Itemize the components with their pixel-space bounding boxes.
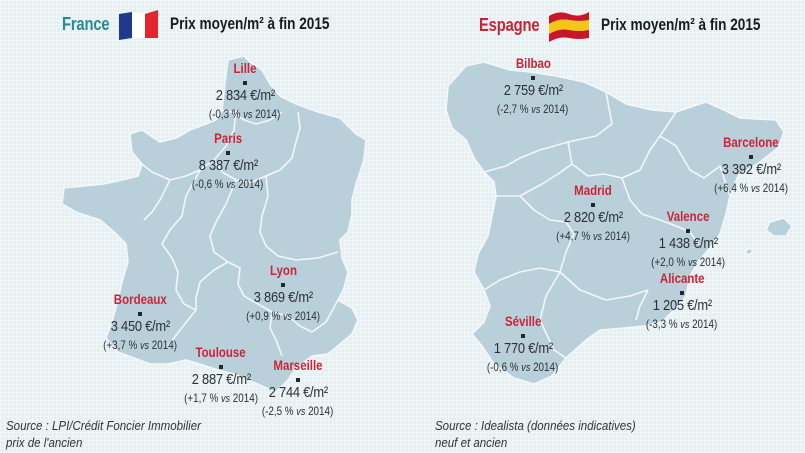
spain-title: Espagne <box>479 14 540 35</box>
city-marker <box>749 155 753 159</box>
city-price: 8 387 €/m² <box>198 157 258 174</box>
city-name: Paris <box>213 130 243 146</box>
city-marker <box>219 365 223 369</box>
city-marker <box>243 81 247 85</box>
spain-subtitle: Prix moyen/m² à fin 2015 <box>600 15 761 34</box>
spain-source-line1: Source : Idealista (données indicatives) <box>435 419 636 433</box>
city-name: Lyon <box>269 262 297 278</box>
city-name: Bordeaux <box>113 291 167 307</box>
city-name: Toulouse <box>195 344 247 360</box>
city-change: (+3,7 % vs 2014) <box>103 338 177 352</box>
city-change: (+1,7 % vs 2014) <box>184 391 258 405</box>
city-marker <box>591 203 595 207</box>
city-alicante: Alicante 1 205 €/m² (-3,3 % vs 2014) <box>602 270 762 333</box>
city-price: 2 759 €/m² <box>503 82 563 99</box>
city-valence: Valence 1 438 €/m² (+2,0 % vs 2014) <box>608 208 768 271</box>
city-toulouse: Toulouse 2 887 €/m² (+1,7 % vs 2014) <box>141 344 301 407</box>
city-change: (+6,4 % vs 2014) <box>714 181 788 195</box>
city-marker <box>521 334 525 338</box>
city-marker <box>138 312 142 316</box>
city-marker <box>226 151 230 155</box>
city-price: 3 869 €/m² <box>253 289 313 306</box>
city-name: Valence <box>666 208 710 224</box>
city-price: 3 392 €/m² <box>721 161 781 178</box>
city-change: (+2,0 % vs 2014) <box>651 255 725 269</box>
city-price: 2 820 €/m² <box>563 209 623 226</box>
france-source-line1: Source : LPI/Crédit Foncier Immobilier <box>6 419 201 433</box>
city-marker <box>680 291 684 295</box>
city-name: Alicante <box>659 270 705 286</box>
city-price: 3 450 €/m² <box>110 318 170 335</box>
city-change: (+0,9 % vs 2014) <box>246 309 320 323</box>
city-lyon: Lyon 3 869 €/m² (+0,9 % vs 2014) <box>203 262 363 325</box>
city-price: 2 887 €/m² <box>191 371 251 388</box>
city-price: 1 770 €/m² <box>493 340 553 357</box>
city-change: (-3,3 % vs 2014) <box>646 317 718 331</box>
city-change: (-2,7 % vs 2014) <box>497 102 569 116</box>
city-marker <box>686 229 690 233</box>
city-name: Bilbao <box>515 55 551 71</box>
city-seville: Séville 1 770 €/m² (-0,6 % vs 2014) <box>443 313 603 376</box>
city-marker <box>531 76 535 80</box>
france-subtitle: Prix moyen/m² à fin 2015 <box>169 14 330 33</box>
city-paris: Paris 8 387 €/m² (-0,6 % vs 2014) <box>148 130 308 193</box>
spain-source: Source : Idealista (données indicatives)… <box>435 418 636 452</box>
city-name: Lille <box>233 60 257 76</box>
france-flag-icon <box>118 10 158 40</box>
france-map <box>61 55 367 393</box>
city-name: Séville <box>504 313 542 329</box>
city-price: 1 205 €/m² <box>652 297 712 314</box>
city-marseille: Marseille 2 744 €/m² (-2,5 % vs 2014) <box>218 357 378 420</box>
city-barcelone: Barcelone 3 392 €/m² (+6,4 % vs 2014) <box>671 134 805 197</box>
city-bilbao: Bilbao 2 759 €/m² (-2,7 % vs 2014) <box>453 55 613 118</box>
city-change: (+4,7 % vs 2014) <box>556 229 630 243</box>
city-name: Madrid <box>574 182 612 198</box>
city-marker <box>296 378 300 382</box>
spain-source-line2: neuf et ancien <box>435 436 508 450</box>
spain-header: Espagne Prix moyen/m² à fin 2015 <box>479 8 800 42</box>
city-madrid: Madrid 2 820 €/m² (+4,7 % vs 2014) <box>513 182 673 245</box>
city-name: Barcelone <box>723 134 779 150</box>
city-marker <box>281 283 285 287</box>
city-change: (-0,3 % vs 2014) <box>209 107 281 121</box>
france-header: France Prix moyen/m² à fin 2015 <box>62 8 369 40</box>
spain-map <box>445 61 793 385</box>
city-change: (-0,6 % vs 2014) <box>192 177 264 191</box>
france-source-line2: prix de l'ancien <box>6 436 83 450</box>
city-price: 2 744 €/m² <box>268 384 328 401</box>
city-lille: Lille 2 834 €/m² (-0,3 % vs 2014) <box>165 60 325 123</box>
france-title: France <box>62 13 110 34</box>
city-change: (-2,5 % vs 2014) <box>262 404 334 418</box>
city-change: (-0,6 % vs 2014) <box>487 360 559 374</box>
city-price: 2 834 €/m² <box>215 87 275 104</box>
france-source: Source : LPI/Crédit Foncier Immobilier p… <box>6 418 201 452</box>
city-bordeaux: Bordeaux 3 450 €/m² (+3,7 % vs 2014) <box>60 291 220 354</box>
city-name: Marseille <box>273 357 323 373</box>
spain-flag-icon <box>548 12 589 42</box>
city-price: 1 438 €/m² <box>658 235 718 252</box>
